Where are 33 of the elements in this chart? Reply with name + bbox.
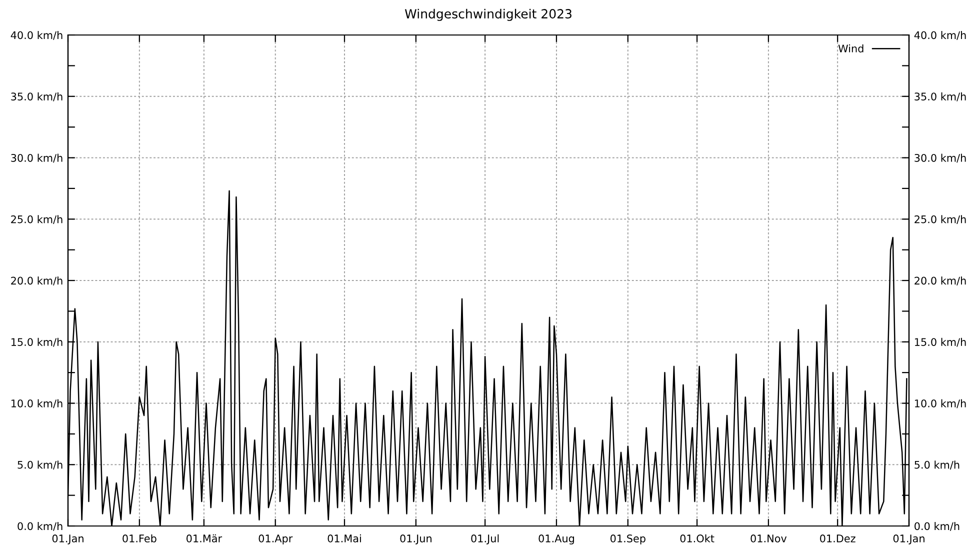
y2-tick-label: 15.0 km/h xyxy=(915,338,966,347)
x-tick-label: 01.Nov xyxy=(750,534,787,542)
y-tick-label: 20.0 km/h xyxy=(11,276,62,286)
x-tick-label: 01.Okt xyxy=(680,534,714,542)
y-tick-label: 0.0 km/h xyxy=(18,522,62,531)
x-tick-label: 01.Feb xyxy=(122,534,156,542)
y2-tick-label: 30.0 km/h xyxy=(914,154,966,163)
x-tick-label: 01.Sep xyxy=(610,534,646,544)
y-tick-label: 40.0 km/h xyxy=(10,31,62,40)
y2-tick-label: 40.0 km/h xyxy=(914,31,966,40)
y2-tick-label: 35.0 km/h xyxy=(914,92,966,102)
x-tick-label: 01.Aug xyxy=(538,534,574,544)
y2-tick-label: 0.0 km/h xyxy=(914,522,960,531)
y-tick-label: 15.0 km/h xyxy=(11,338,62,347)
y-tick-label: 35.0 km/h xyxy=(11,92,62,102)
y-tick-label: 10.0 km/h xyxy=(11,399,62,408)
x-tick-label: 01.Jun xyxy=(400,534,432,544)
x-tick-label: 01.Mai xyxy=(328,534,361,542)
y2-tick-label: 10.0 km/h xyxy=(915,399,966,408)
y2-tick-label: 25.0 km/h xyxy=(914,215,966,224)
y-tick-label: 30.0 km/h xyxy=(11,154,62,163)
x-tick-label: 01.Jan xyxy=(893,534,924,544)
y-tick-label: 5.0 km/h xyxy=(18,460,62,470)
chart-title: Windgeschwindigkeit 2023 xyxy=(404,8,572,21)
x-tick-label: 01.Dez xyxy=(820,534,856,542)
y2-tick-label: 20.0 km/h xyxy=(914,276,966,286)
x-tick-label: 01.Jul xyxy=(471,534,499,544)
x-tick-label: 01.Jan xyxy=(52,534,84,544)
y-tick-label: 25.0 km/h xyxy=(11,215,62,224)
legend-label: Wind xyxy=(838,44,864,52)
x-tick-label: 01.Apr xyxy=(258,534,293,544)
x-tick-label: 01.Mär xyxy=(186,534,222,542)
y2-tick-label: 5.0 km/h xyxy=(914,460,960,470)
